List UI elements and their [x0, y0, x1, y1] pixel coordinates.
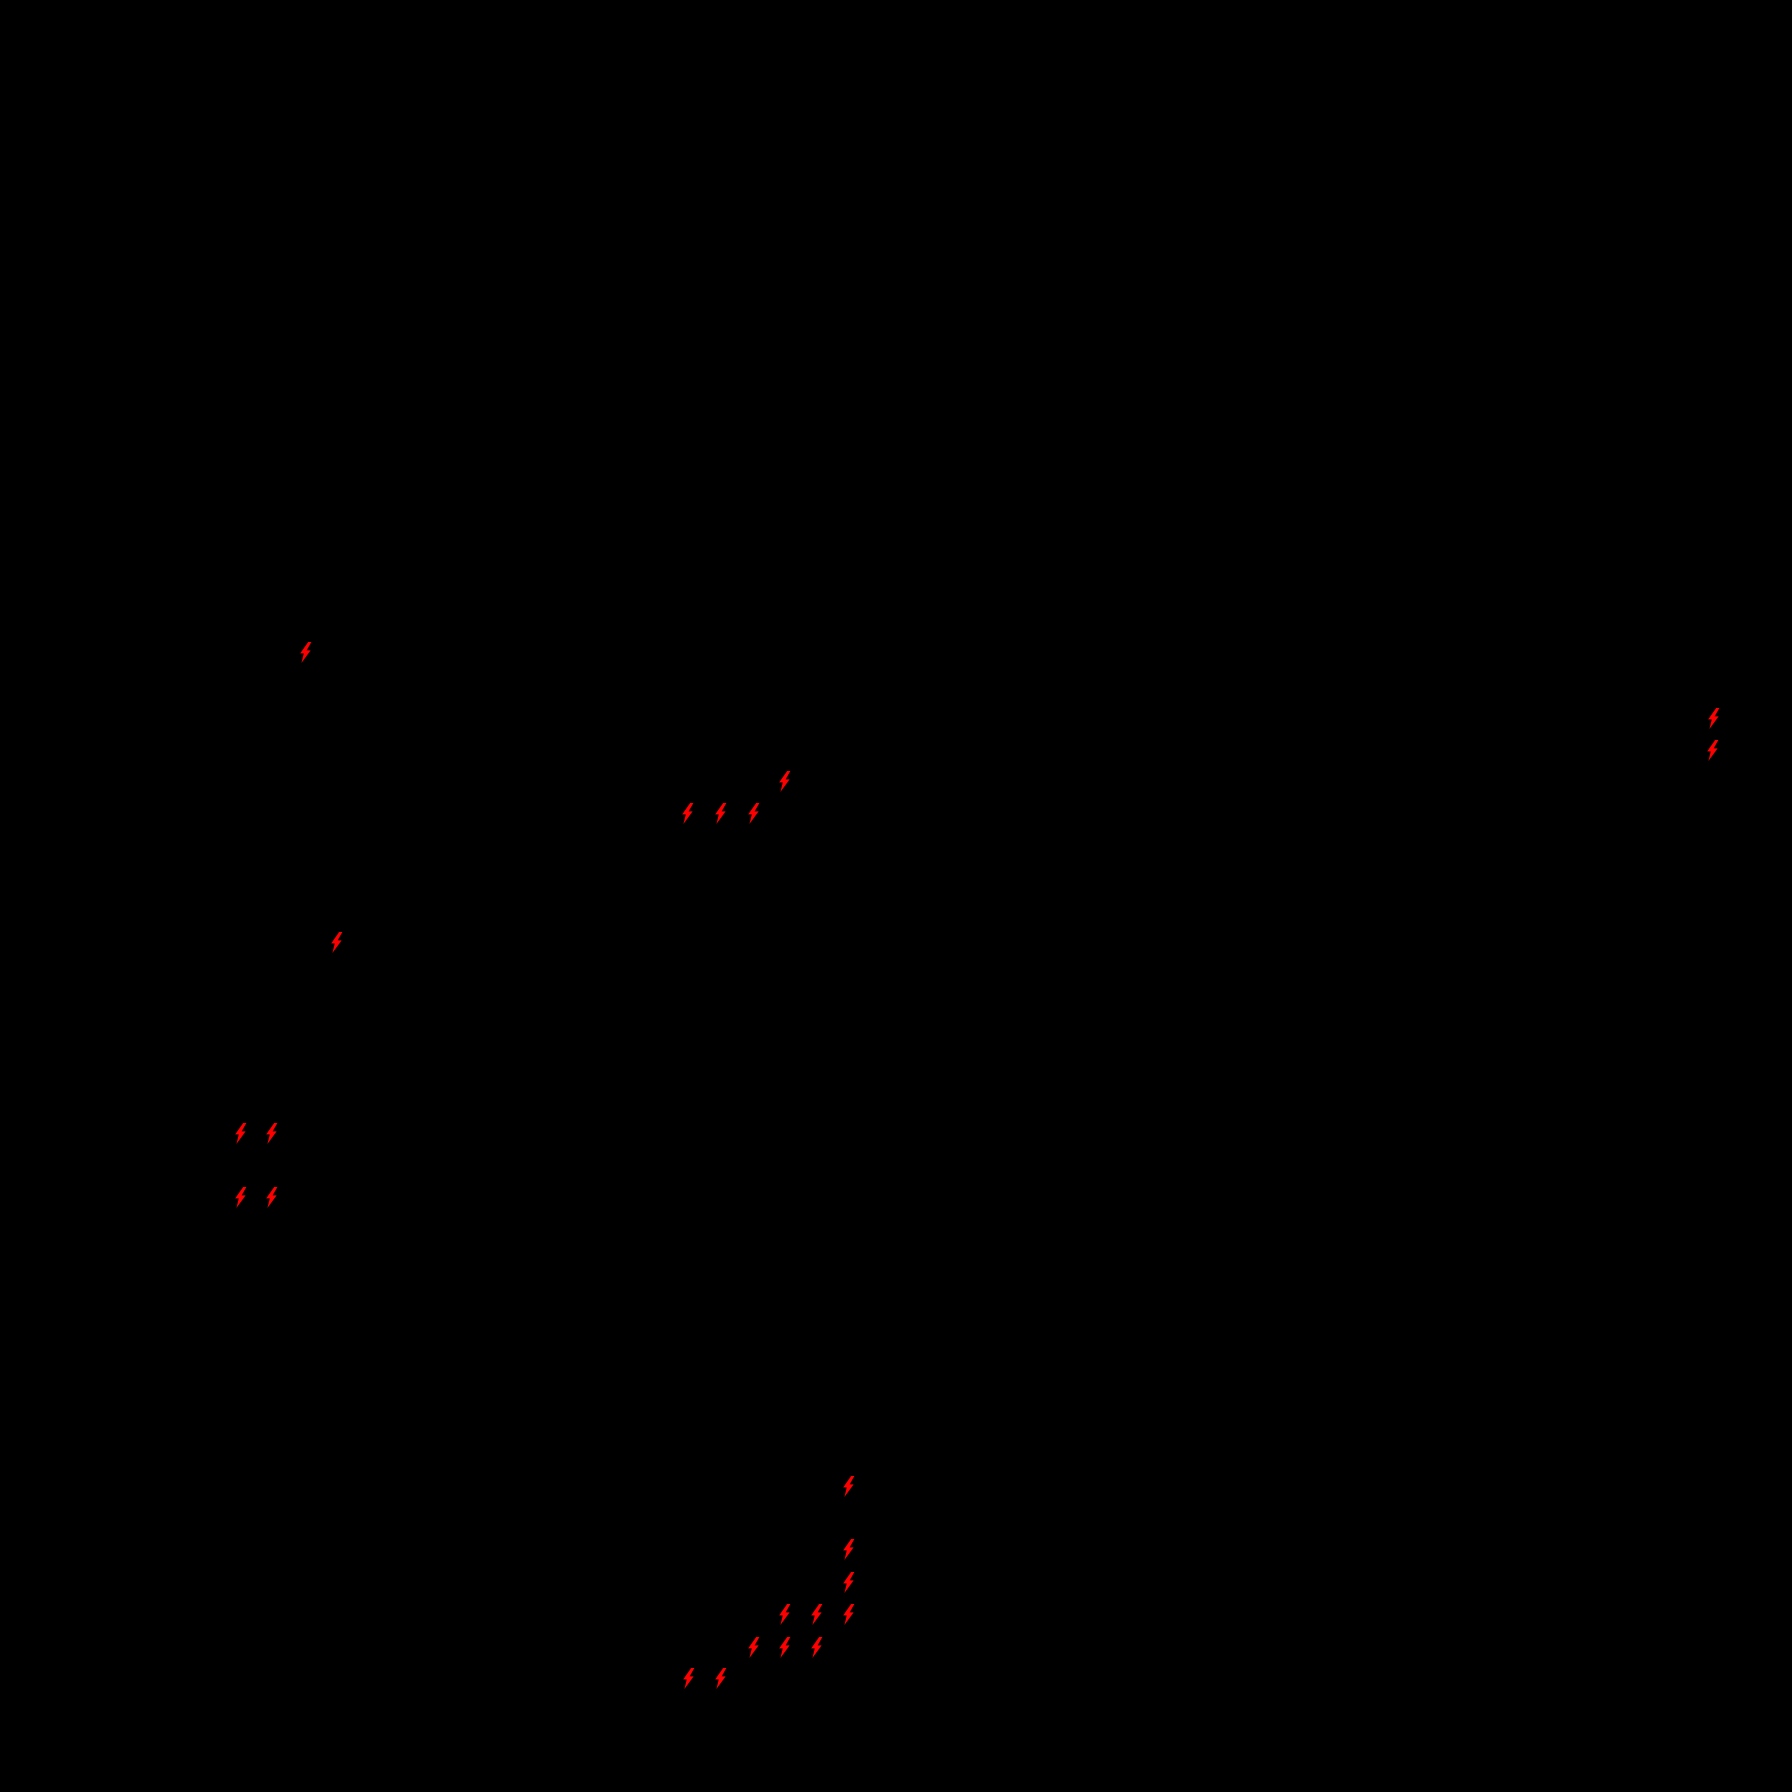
lightning-bolt-icon	[842, 1603, 854, 1625]
lightning-bolt-icon	[714, 1667, 726, 1689]
lightning-bolt-icon	[778, 1636, 790, 1658]
lightning-bolt-icon	[842, 1538, 854, 1560]
lightning-bolt-icon	[1707, 707, 1719, 729]
lightning-bolt-icon	[330, 931, 342, 953]
lightning-bolt-icon	[265, 1122, 277, 1144]
lightning-bolt-icon	[810, 1636, 822, 1658]
lightning-bolt-icon	[681, 802, 693, 824]
lightning-bolt-icon	[234, 1186, 246, 1208]
lightning-bolt-icon	[810, 1603, 822, 1625]
lightning-bolt-icon	[842, 1475, 854, 1497]
lightning-bolt-icon	[842, 1571, 854, 1593]
lightning-bolt-icon	[714, 802, 726, 824]
lightning-bolt-icon	[299, 641, 311, 663]
lightning-bolt-icon	[265, 1186, 277, 1208]
lightning-bolt-icon	[778, 1603, 790, 1625]
lightning-bolt-icon	[778, 770, 790, 792]
lightning-bolt-icon	[1706, 739, 1718, 761]
lightning-bolt-icon	[747, 1636, 759, 1658]
lightning-bolt-icon	[234, 1122, 246, 1144]
lightning-bolt-icon	[682, 1667, 694, 1689]
lightning-bolt-icon	[747, 802, 759, 824]
